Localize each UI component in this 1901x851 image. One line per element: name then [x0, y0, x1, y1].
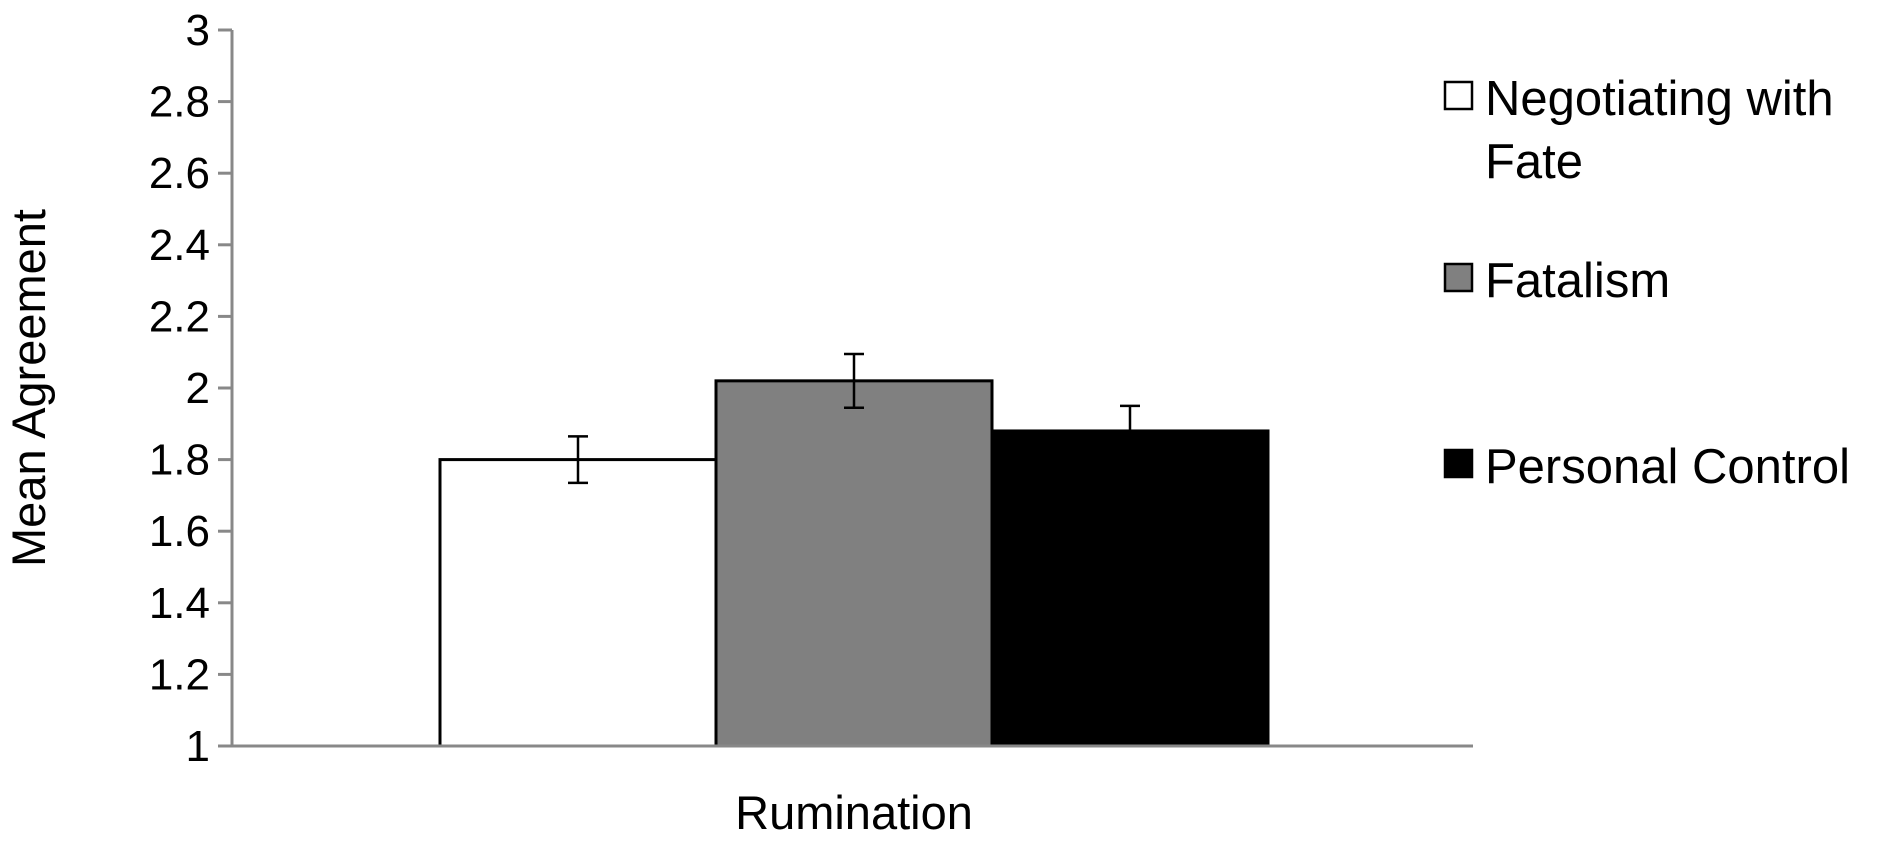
y-axis-ticks: 1 1.2 1.4 1.6 1.8 2 2.2 2.4 2.6 2.8 3 — [149, 6, 232, 771]
x-axis-title: Rumination — [735, 786, 973, 839]
legend-swatch — [1443, 262, 1474, 293]
legend-swatch — [1443, 448, 1474, 479]
legend-label: Negotiating with — [1485, 72, 1834, 126]
y-tick-label: 1.8 — [149, 436, 210, 485]
legend: Negotiating with Fate Fatalism Personal Con… — [1443, 72, 1850, 494]
y-tick-label: 2.8 — [149, 78, 210, 127]
y-tick-label: 3 — [186, 6, 210, 55]
y-tick-label: 1 — [186, 722, 210, 771]
y-tick-label: 1.6 — [149, 507, 210, 556]
y-tick-label: 2.2 — [149, 292, 210, 341]
y-tick-label: 2.4 — [149, 221, 210, 270]
y-tick-label: 2.6 — [149, 149, 210, 198]
bar-negotiating-with-fate — [438, 458, 718, 748]
bars — [438, 379, 1270, 748]
bar-fatalism — [714, 379, 994, 748]
legend-label: Personal Control — [1485, 440, 1850, 494]
y-tick-label: 2 — [186, 364, 210, 413]
legend-label: Fatalism — [1485, 254, 1670, 308]
y-tick-label: 1.2 — [149, 650, 210, 699]
bar-personal-control — [990, 429, 1270, 748]
y-tick-label: 1.4 — [149, 579, 210, 628]
y-axis-title: Mean Agreement — [2, 209, 55, 567]
error-bars — [568, 352, 1140, 485]
legend-swatch — [1443, 80, 1474, 111]
legend-label: Fate — [1485, 135, 1583, 189]
